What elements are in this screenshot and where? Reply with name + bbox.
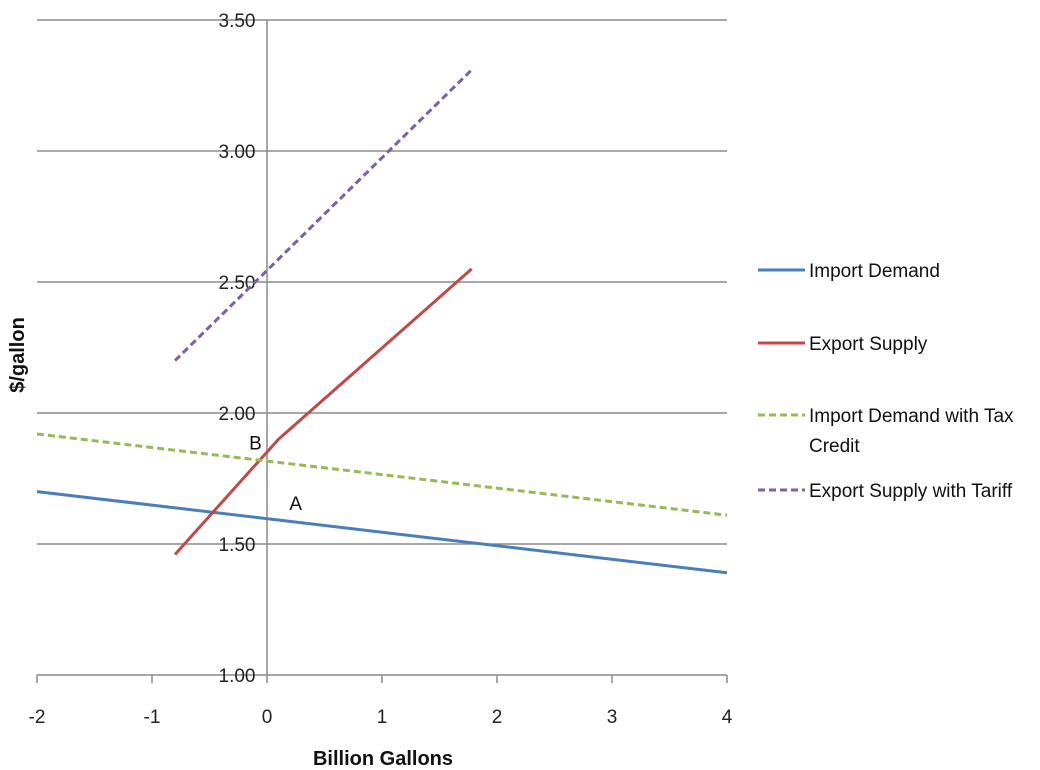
series-line-import-demand [36, 490, 728, 575]
series-line-import-demand-with-tax-credit [36, 432, 728, 517]
legend: Import Demand Export Supply Import Demand … [758, 261, 1014, 502]
legend-label: Import Demand [809, 261, 940, 282]
y-axis-title: $/gallon [7, 317, 29, 393]
y-tick-label: 3.00 [219, 142, 256, 163]
legend-label: Export Supply [809, 334, 928, 355]
y-tick-label: 1.50 [219, 535, 256, 556]
x-tick-label: 4 [722, 707, 733, 728]
y-tick-label: 2.50 [219, 273, 256, 294]
x-tick-label: 0 [262, 707, 273, 728]
legend-label: Export Supply with Tariff [809, 481, 1013, 502]
y-tick-label: 3.50 [219, 11, 256, 32]
x-tick-label: 2 [492, 707, 503, 728]
x-tick-label: 3 [607, 707, 618, 728]
annotations: AB [249, 434, 302, 515]
series-lines [36, 68, 728, 575]
series-line-export-supply [173, 267, 473, 556]
annotation-label: A [289, 494, 302, 515]
axes [36, 20, 728, 683]
x-tick-label: -2 [29, 707, 46, 728]
x-axis-title: Billion Gallons [313, 748, 453, 770]
tick-labels: 1.00 1.50 2.00 2.50 3.00 3.50 -2 -1 0 1 2 3 4 [29, 11, 733, 728]
x-tick-label: -1 [144, 707, 161, 728]
series-line-export-supply-with-tariff [173, 68, 473, 362]
annotation-label: B [249, 434, 262, 455]
x-tick-label: 1 [377, 707, 388, 728]
y-tick-label: 1.00 [219, 666, 256, 687]
y-tick-label: 2.00 [219, 404, 256, 425]
legend-label: Import Demand with Tax Credit [809, 406, 1014, 457]
